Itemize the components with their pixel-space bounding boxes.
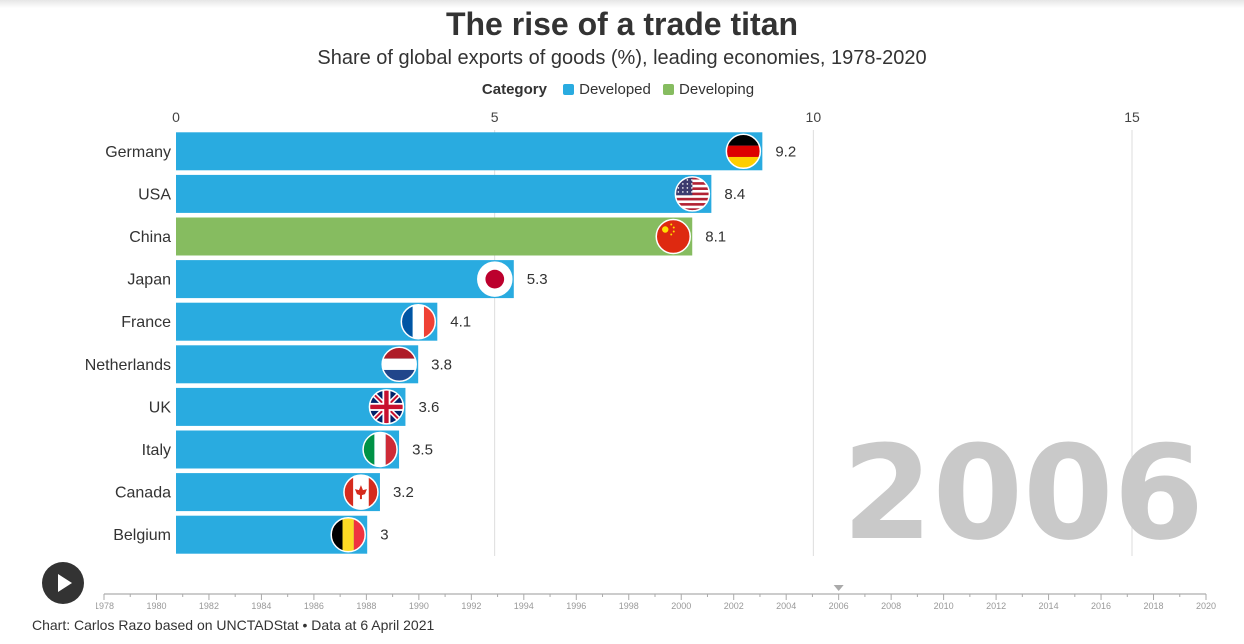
timeline-year-label: 1980 — [146, 601, 166, 611]
timeline-year-label: 1986 — [304, 601, 324, 611]
category-label: France — [121, 314, 171, 331]
timeline-year-label: 2018 — [1144, 601, 1164, 611]
legend: Category Developed Developing — [0, 81, 1244, 98]
japan-flag — [477, 261, 513, 297]
chart-subtitle: Share of global exports of goods (%), le… — [317, 47, 927, 69]
timeline-year-label: 2000 — [671, 601, 691, 611]
value-label: 3.6 — [418, 399, 439, 416]
china-flag — [655, 218, 691, 255]
legend-label-developing: Developing — [679, 81, 755, 98]
bar — [176, 132, 763, 171]
legend-item-developing[interactable]: Developing — [663, 81, 754, 98]
germany-flag — [725, 133, 762, 170]
bar — [176, 387, 406, 426]
category-label: Netherlands — [85, 357, 171, 374]
timeline-year-label: 2008 — [881, 601, 901, 611]
timeline-year-label: 2010 — [934, 601, 954, 611]
category-label: UK — [149, 399, 172, 416]
play-button[interactable] — [42, 562, 84, 604]
value-label: 5.3 — [527, 271, 548, 288]
bar — [176, 345, 419, 384]
timeline-year-label: 2006 — [829, 601, 849, 611]
timeline-year-label: 2016 — [1091, 601, 1111, 611]
italy-flag — [362, 431, 398, 468]
x-tick-label-0: 0 — [172, 109, 180, 125]
bar — [176, 260, 514, 299]
uk-flag — [368, 389, 405, 425]
timeline-year-label: 1998 — [619, 601, 639, 611]
value-label: 3.2 — [393, 484, 414, 501]
value-label: 4.1 — [450, 314, 471, 331]
timeline-year-label: 1982 — [199, 601, 219, 611]
bar — [176, 430, 400, 469]
category-label: Belgium — [113, 527, 171, 544]
category-label: Japan — [127, 272, 171, 289]
year-watermark: 2006 — [842, 417, 1204, 569]
legend-item-developed[interactable]: Developed — [563, 81, 655, 98]
x-tick-label-5: 5 — [491, 109, 499, 125]
legend-swatch-developing — [663, 84, 675, 95]
bar-chart: 0 5 10 15 2006 Germany 9.2 USA 8.4 China 8.1 Japan 5… — [85, 109, 1204, 569]
bar — [176, 174, 712, 213]
legend-label-developed: Developed — [579, 81, 651, 98]
category-label: USA — [138, 186, 171, 203]
timeline-handle — [833, 585, 844, 591]
timeline-year-label: 2014 — [1039, 601, 1059, 611]
value-label: 3.5 — [412, 442, 433, 459]
timeline-year-label: 1978 — [96, 601, 114, 611]
value-label: 3.8 — [431, 356, 452, 373]
timeline-year-label: 2002 — [724, 601, 744, 611]
timeline-year-label: 1990 — [409, 601, 429, 611]
bar — [176, 217, 693, 256]
timeline-year-label: 1994 — [514, 601, 534, 611]
canada-flag — [343, 474, 379, 510]
france-flag — [400, 303, 437, 340]
source-note: Chart: Carlos Razo based on UNCTADStat •… — [32, 617, 435, 633]
category-label: Italy — [142, 442, 171, 459]
netherlands-flag — [381, 346, 417, 383]
usa-flag — [674, 176, 711, 212]
value-label: 3 — [380, 527, 388, 544]
value-label: 8.1 — [705, 229, 726, 246]
timeline-year-label: 1996 — [566, 601, 586, 611]
legend-swatch-developed — [563, 84, 575, 95]
timeline-year-label: 1984 — [251, 601, 271, 611]
bar — [176, 302, 438, 341]
belgium-flag — [330, 516, 366, 553]
category-label: Canada — [115, 485, 171, 502]
category-label: Germany — [105, 144, 171, 161]
timeline-year-label: 1988 — [356, 601, 376, 611]
timeline-year-label: 2020 — [1196, 601, 1216, 611]
chart-title: The rise of a trade titan — [445, 6, 799, 42]
timeline-year-label: 2012 — [986, 601, 1006, 611]
value-label: 9.2 — [775, 143, 796, 160]
top-shadow — [0, 0, 1244, 8]
legend-title: Category — [481, 81, 547, 98]
value-label: 8.4 — [724, 186, 745, 203]
timeline-slider[interactable]: 1978 1980 1982 1984 1986 1988 1990 1992 1994 1996… — [96, 580, 1216, 616]
x-tick-label-10: 10 — [806, 109, 822, 125]
timeline-year-label: 2004 — [776, 601, 796, 611]
category-label: China — [129, 229, 171, 246]
x-tick-label-15: 15 — [1124, 109, 1140, 125]
timeline-year-label: 1992 — [461, 601, 481, 611]
